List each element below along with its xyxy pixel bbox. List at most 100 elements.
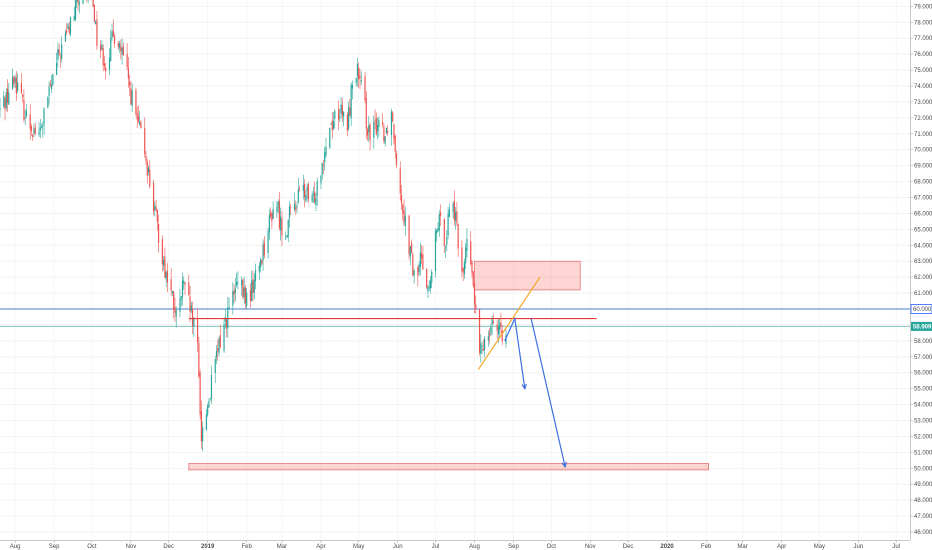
x-tick-label: Feb — [701, 544, 712, 550]
candle-body — [198, 342, 200, 377]
y-tick-label: 62.000 — [914, 275, 932, 281]
candle-body — [139, 121, 141, 125]
x-tick-label: Jul — [432, 544, 440, 550]
y-tick-label: 51.000 — [914, 450, 932, 456]
candle-body — [375, 118, 377, 135]
candle-body — [130, 88, 132, 105]
candle-body — [322, 164, 325, 166]
candle-body — [48, 86, 50, 97]
candle-body — [303, 184, 306, 198]
candle-body — [278, 200, 281, 229]
candle-body — [490, 327, 492, 334]
candle-body — [276, 207, 278, 212]
candle-body — [108, 57, 111, 71]
candle-body — [387, 130, 389, 133]
blue-projection-path-2[interactable] — [530, 318, 566, 467]
x-axis[interactable]: Aug Sep Oct Nov Dec 2019 Feb Mar Apr May Jun Jul Aug… — [10, 540, 900, 550]
candle-body — [207, 405, 209, 415]
candle-body — [253, 279, 255, 293]
candle-body — [136, 113, 138, 120]
candle-body — [74, 0, 77, 20]
candle-body — [461, 247, 463, 271]
candle-body — [360, 80, 362, 82]
resistance-zone[interactable] — [474, 260, 581, 291]
candle-body — [13, 76, 15, 85]
candle-body — [491, 319, 493, 325]
candle-body — [173, 291, 175, 310]
y-tick-label: 68.000 — [914, 180, 932, 186]
x-tick-label: Feb — [242, 544, 253, 550]
candle-body — [165, 272, 167, 279]
candle-body — [471, 261, 473, 273]
candle-body — [320, 175, 322, 184]
candle-body — [208, 401, 210, 407]
orange-trend-line[interactable] — [477, 276, 541, 370]
candle-body — [4, 98, 6, 110]
candle-body — [184, 282, 186, 285]
candle-body — [227, 307, 229, 329]
candle-body — [378, 119, 380, 127]
candle-body — [365, 97, 367, 129]
candle-body — [385, 127, 388, 134]
candle-body — [447, 213, 449, 236]
candle-body — [306, 187, 308, 192]
candle-body — [24, 117, 26, 119]
blue-projection-path[interactable] — [504, 316, 526, 389]
candle-body — [25, 111, 28, 117]
candle-body — [164, 256, 166, 278]
candle-body — [383, 126, 385, 141]
candle-body — [40, 126, 43, 129]
candle-body — [131, 90, 133, 107]
candle-body — [302, 184, 304, 191]
candle-body — [314, 191, 316, 203]
candle-body — [390, 111, 393, 136]
candle-body — [228, 307, 230, 309]
candle-body — [262, 244, 264, 261]
candle-body — [11, 77, 14, 89]
candle-body — [462, 268, 464, 273]
candle-body — [156, 209, 158, 222]
candle-body — [350, 84, 352, 119]
candle-body — [499, 323, 501, 330]
candle-body — [214, 359, 216, 373]
candle-body — [402, 204, 404, 214]
candle-body — [413, 270, 415, 276]
candle-body — [422, 254, 424, 270]
y-tick-label: 69.000 — [914, 164, 932, 170]
candle-body — [376, 124, 379, 132]
candle-body — [404, 215, 406, 226]
y-tick-label: 49.000 — [914, 482, 932, 488]
candle-body — [455, 212, 457, 221]
candle-body — [199, 372, 201, 415]
candle-body — [465, 247, 467, 263]
candle-body — [436, 229, 438, 234]
candle-body — [43, 108, 45, 124]
candle-body — [434, 230, 437, 272]
candle-body — [161, 239, 163, 265]
x-tick-label: Nov — [585, 544, 596, 550]
candle-body — [263, 242, 265, 256]
candle-body — [349, 107, 351, 116]
price-tag-bg — [911, 321, 932, 331]
candle-body — [470, 241, 472, 265]
candle-body — [254, 270, 257, 282]
support-zone[interactable] — [188, 463, 710, 471]
candle-body — [3, 96, 5, 107]
y-axis[interactable]: 79.000 78.000 77.000 76.000 75.000 74.000 73.0… — [910, 4, 932, 536]
candle-body — [400, 194, 403, 204]
price-tag-bg — [910, 304, 932, 314]
candle-body — [437, 228, 439, 232]
candle-body — [356, 63, 359, 77]
y-tick-label: 73.000 — [914, 100, 932, 106]
candle-body — [399, 168, 401, 194]
candle-body — [111, 31, 113, 38]
candle-body — [237, 282, 239, 284]
y-tick-label: 54.000 — [914, 403, 932, 409]
candle-body — [298, 190, 301, 192]
candle-body — [122, 46, 124, 55]
price-tag-label: 58.909 — [913, 324, 932, 330]
candle-body — [305, 194, 307, 201]
candle-body — [0, 108, 1, 110]
candle-body — [446, 237, 448, 245]
